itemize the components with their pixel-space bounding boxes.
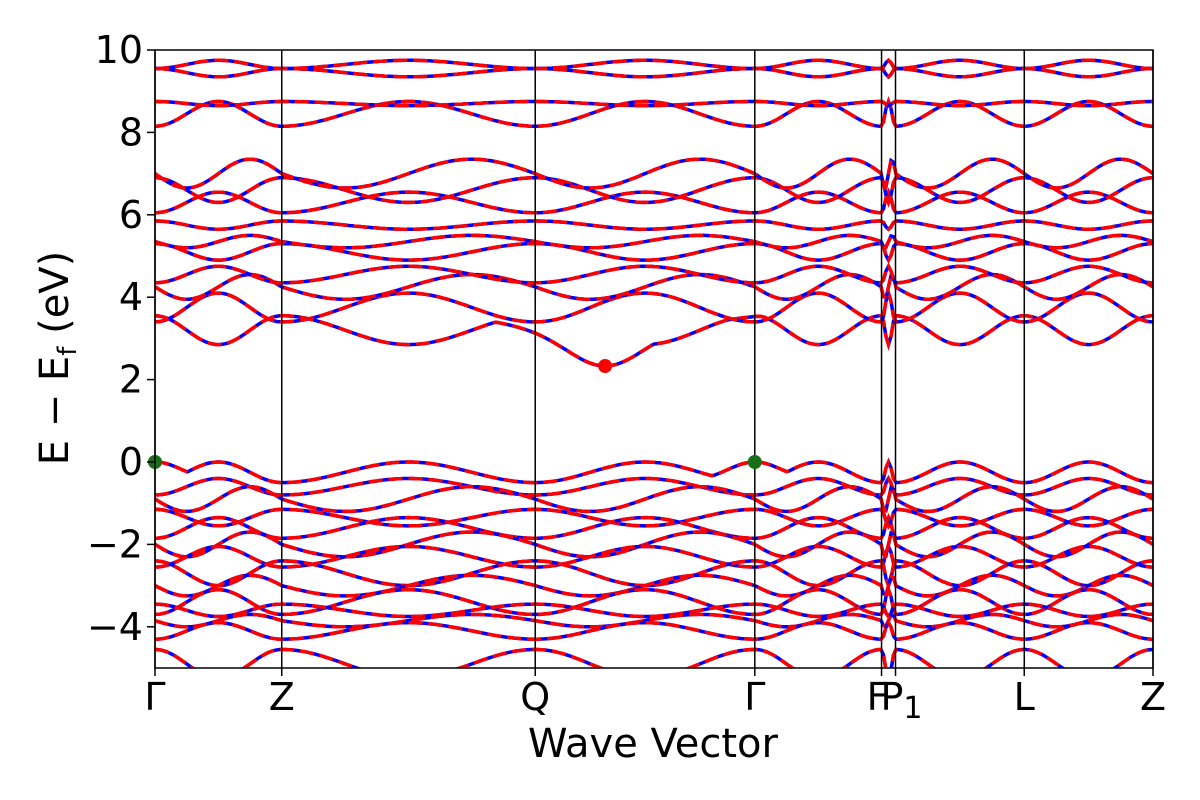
y-tick-label: 0 xyxy=(119,440,143,484)
x-tick-label-sub: 1 xyxy=(903,691,922,726)
band-line-dashed xyxy=(155,602,1153,620)
x-tick-label-main: Q xyxy=(520,675,550,719)
y-axis-label-main: E − E xyxy=(32,356,78,466)
band-line-dashed xyxy=(155,287,1153,324)
bands-layer xyxy=(155,57,1153,668)
band-line-dashed xyxy=(155,66,1153,80)
x-tick-label-main: Γ xyxy=(144,675,165,719)
band-line-dashed xyxy=(155,542,1153,569)
band-line-dashed xyxy=(155,57,1153,71)
x-tick-label: Γ xyxy=(144,675,165,719)
band-line-dashed xyxy=(155,457,1153,485)
band-line-dashed xyxy=(155,219,1153,232)
x-tick-label-main: Γ xyxy=(744,675,765,719)
band-line-dashed xyxy=(155,612,1153,629)
band-line-dashed xyxy=(155,530,1153,559)
plot-frame xyxy=(154,49,1154,669)
x-tick-label-main: Z xyxy=(1140,675,1166,719)
y-tick-label: 6 xyxy=(119,193,143,237)
y-axis-label-unit: (eV) xyxy=(32,251,78,347)
band-line-dashed xyxy=(155,507,1153,530)
y-tick-label: −4 xyxy=(87,605,143,649)
band-line-dashed xyxy=(155,474,1153,497)
x-axis-label: Wave Vector xyxy=(528,721,779,767)
y-axis-ticks: −4 −2 0 2 4 6 8 10 xyxy=(87,28,155,649)
x-tick-label: L xyxy=(1014,675,1035,719)
x-tick-label-main: F xyxy=(867,675,889,719)
x-tick-label-main: Z xyxy=(269,675,295,719)
band-line-dashed xyxy=(155,484,1153,514)
x-tick-label-main: L xyxy=(1014,675,1035,719)
band-line-dashed xyxy=(155,157,1153,190)
y-tick-label: 10 xyxy=(95,28,143,72)
y-tick-label: −2 xyxy=(87,522,143,566)
band-line-solid xyxy=(155,647,1153,668)
x-tick-label: Z xyxy=(269,675,295,719)
x-tick-label: Z xyxy=(1140,675,1166,719)
band-line-dashed xyxy=(155,619,1153,641)
band-line-dashed xyxy=(155,513,1153,540)
band-line-dashed xyxy=(155,647,1153,668)
band-line-dashed xyxy=(155,96,1153,128)
x-tick-label: P1 xyxy=(881,675,923,726)
y-tick-label: 8 xyxy=(119,110,143,154)
y-tick-label: 2 xyxy=(119,358,143,402)
y-axis-label: E − Ef (eV) xyxy=(32,251,83,466)
band-line-dashed xyxy=(155,187,1153,215)
band-line-dashed xyxy=(155,262,1153,285)
band-line-dashed xyxy=(155,272,1153,302)
x-tick-label: Γ xyxy=(744,675,765,719)
band-line-dashed xyxy=(155,573,1153,598)
x-tick-label-main: P xyxy=(881,675,904,719)
y-axis-label-sub: f xyxy=(53,346,83,356)
extremum-marker xyxy=(747,455,762,469)
band-line-solid xyxy=(155,584,1153,617)
band-line-dashed xyxy=(155,233,1153,250)
y-tick-label: 4 xyxy=(119,275,143,319)
extremum-marker xyxy=(598,359,613,374)
band-line-dashed xyxy=(155,99,1153,108)
band-line-dashed xyxy=(155,175,1153,208)
x-tick-label: F xyxy=(867,675,889,719)
x-axis-ticks: Γ Z Q Γ FP1 L Z xyxy=(144,668,1166,726)
band-line-dashed xyxy=(155,313,1153,368)
extrema-markers-layer xyxy=(148,359,762,469)
band-line-dashed xyxy=(155,584,1153,617)
x-tick-label: Q xyxy=(520,675,550,719)
